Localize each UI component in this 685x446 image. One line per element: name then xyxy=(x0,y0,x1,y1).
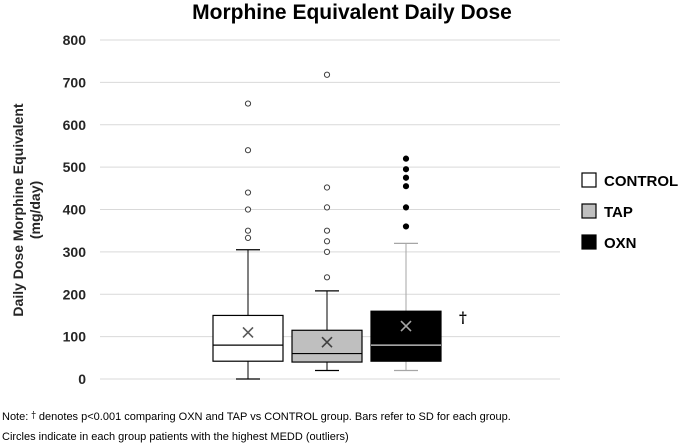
mean-marker-stroke xyxy=(321,336,333,348)
outlier-point xyxy=(323,274,331,281)
box-oxn xyxy=(370,155,442,372)
box-control xyxy=(212,100,284,380)
legend-swatch xyxy=(581,234,597,250)
outlier-point xyxy=(323,71,331,78)
outlier-point xyxy=(402,204,410,211)
outlier-point xyxy=(244,227,252,234)
chart: Morphine Equivalent Daily Dose 0 100 200 30… xyxy=(10,1,678,387)
outlier-point xyxy=(244,206,252,213)
outlier-point xyxy=(244,147,252,154)
y-axis-label-line-1: Daily Dose Morphine Equivalent xyxy=(10,103,26,316)
y-tick-label: 400 xyxy=(63,202,87,218)
y-tick-label: 300 xyxy=(63,244,87,260)
y-tick-label: 0 xyxy=(78,371,86,387)
outlier-point xyxy=(402,174,410,181)
legend-item-tap: TAP xyxy=(581,203,633,221)
footnote-prefix: Note: xyxy=(2,411,32,423)
legend: CONTROL TAP OXN xyxy=(581,172,678,252)
mean-marker xyxy=(400,320,412,332)
footnote-significance: Note: † denotes p<0.001 comparing OXN an… xyxy=(2,411,511,423)
outlier-point xyxy=(244,100,252,107)
outlier-point xyxy=(402,166,410,173)
iqr-box xyxy=(370,310,442,362)
legend-label: OXN xyxy=(604,235,637,252)
legend-label: TAP xyxy=(604,204,633,221)
footnote-outliers: Circles indicate in each group patients … xyxy=(2,431,349,443)
outlier-point xyxy=(244,234,252,241)
footnote-dagger: † xyxy=(31,411,36,421)
legend-swatch xyxy=(581,203,597,219)
y-axis-ticks: 0 100 200 300 400 500 600 700 800 xyxy=(63,32,87,387)
footnote-text: denotes p<0.001 comparing OXN and TAP vs… xyxy=(35,411,511,423)
mean-marker xyxy=(242,326,254,338)
mean-marker xyxy=(321,336,333,348)
outlier-point xyxy=(323,248,331,255)
legend-swatch xyxy=(581,172,597,188)
outlier-point xyxy=(323,184,331,191)
grid xyxy=(100,39,560,380)
box-tap xyxy=(291,71,363,372)
outlier-point xyxy=(244,189,252,196)
y-axis-label: Daily Dose Morphine Equivalent (mg/day) xyxy=(10,103,43,316)
outlier-point xyxy=(323,204,331,211)
y-tick-label: 500 xyxy=(63,159,87,175)
mean-marker-stroke xyxy=(242,326,254,338)
outlier-point xyxy=(402,155,410,162)
legend-item-oxn: OXN xyxy=(581,234,637,252)
legend-label: CONTROL xyxy=(604,173,678,190)
y-axis-label-line-2: (mg/day) xyxy=(27,181,43,239)
outlier-point xyxy=(323,227,331,234)
mean-marker-stroke xyxy=(400,320,412,332)
boxes: † xyxy=(212,71,467,380)
chart-title: Morphine Equivalent Daily Dose xyxy=(192,1,512,24)
y-tick-label: 100 xyxy=(63,329,87,345)
iqr-box xyxy=(291,329,363,363)
outlier-point xyxy=(323,238,331,245)
outlier-point xyxy=(402,223,410,230)
y-tick-label: 200 xyxy=(63,286,87,302)
y-tick-label: 700 xyxy=(63,74,87,90)
iqr-box xyxy=(212,314,284,362)
outlier-point xyxy=(402,183,410,190)
legend-item-control: CONTROL xyxy=(581,172,678,190)
y-tick-label: 800 xyxy=(63,32,87,48)
y-tick-label: 600 xyxy=(63,117,87,133)
significance-marker: † xyxy=(459,309,467,327)
